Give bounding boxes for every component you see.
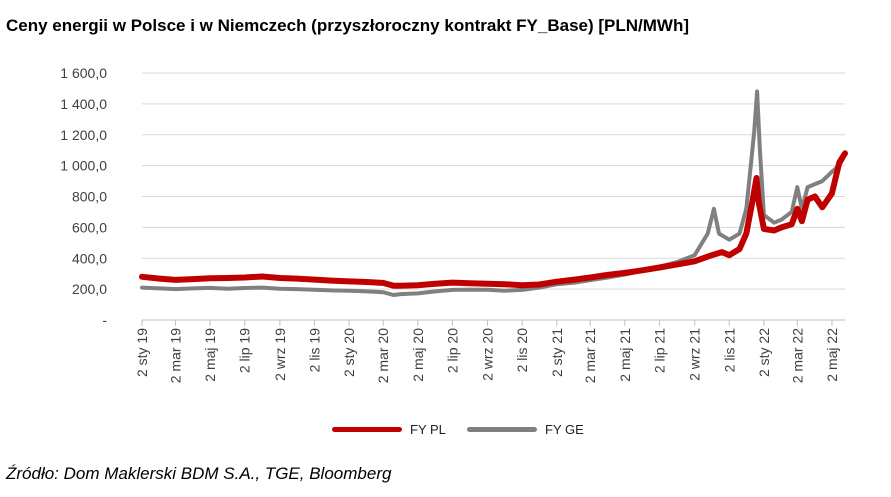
x-tick-label: 2 lip 21 bbox=[651, 328, 667, 373]
y-tick-label: 200,0 bbox=[72, 281, 107, 297]
legend-swatch-fy-pl bbox=[332, 427, 402, 432]
series-line-fy-pl bbox=[139, 150, 848, 289]
tick-labels: - 200,0 400,0 600,0 800,0 1 000,0 1 200,0 1 400… bbox=[60, 65, 840, 383]
x-tick-label: 2 mar 21 bbox=[582, 328, 598, 383]
legend-item-fy-ge: FY GE bbox=[467, 422, 584, 437]
x-tick-label: 2 sty 19 bbox=[134, 328, 150, 377]
x-tick-label: 2 maj 20 bbox=[410, 328, 426, 382]
y-tick-label: 600,0 bbox=[72, 219, 107, 235]
x-tick-label: 2 maj 21 bbox=[617, 328, 633, 382]
x-tick-label: 2 lis 21 bbox=[721, 328, 737, 373]
legend-item-fy-pl: FY PL bbox=[332, 422, 446, 437]
source-note: Źródło: Dom Maklerski BDM S.A., TGE, Blo… bbox=[6, 464, 392, 483]
y-tick-label: 1 200,0 bbox=[60, 127, 107, 143]
x-tick-label: 2 lis 19 bbox=[306, 328, 322, 373]
x-tick-label: 2 wrz 21 bbox=[687, 328, 703, 381]
legend-swatch-fy-ge bbox=[467, 427, 537, 432]
x-tick-label: 2 mar 19 bbox=[167, 328, 183, 383]
line-chart: - 200,0 400,0 600,0 800,0 1 000,0 1 200,0 1 400… bbox=[60, 65, 848, 383]
legend-label-fy-pl: FY PL bbox=[410, 422, 446, 437]
x-tick-label: 2 sty 20 bbox=[341, 328, 357, 377]
legend-label-fy-ge: FY GE bbox=[545, 422, 584, 437]
x-tick-label: 2 mar 20 bbox=[375, 328, 391, 383]
x-tick-label: 2 lis 20 bbox=[514, 328, 530, 373]
chart-title: Ceny energii w Polsce i w Niemczech (prz… bbox=[6, 16, 689, 35]
gridlines bbox=[142, 72, 845, 290]
legend: FY PL FY GE bbox=[0, 422, 891, 444]
y-tick-label: 400,0 bbox=[72, 250, 107, 266]
x-tick-label: 2 maj 19 bbox=[202, 328, 218, 382]
series-lines bbox=[139, 89, 848, 297]
y-tick-label: 800,0 bbox=[72, 189, 107, 205]
y-tick-label: 1 000,0 bbox=[60, 158, 107, 174]
x-tick-label: 2 mar 22 bbox=[789, 328, 805, 383]
x-tick-label: 2 lip 20 bbox=[444, 328, 460, 373]
y-tick-label: - bbox=[102, 312, 107, 328]
x-tick-label: 2 sty 21 bbox=[549, 328, 565, 377]
x-tick-label: 2 maj 22 bbox=[824, 328, 840, 382]
x-tick-label: 2 wrz 20 bbox=[480, 328, 496, 381]
x-tick-label: 2 sty 22 bbox=[756, 328, 772, 377]
axes bbox=[141, 319, 845, 326]
y-tick-label: 1 600,0 bbox=[60, 65, 107, 81]
x-tick-label: 2 lip 19 bbox=[237, 328, 253, 373]
y-tick-label: 1 400,0 bbox=[60, 96, 107, 112]
series-line-fy-ge bbox=[140, 89, 847, 297]
x-tick-label: 2 wrz 19 bbox=[272, 328, 288, 381]
